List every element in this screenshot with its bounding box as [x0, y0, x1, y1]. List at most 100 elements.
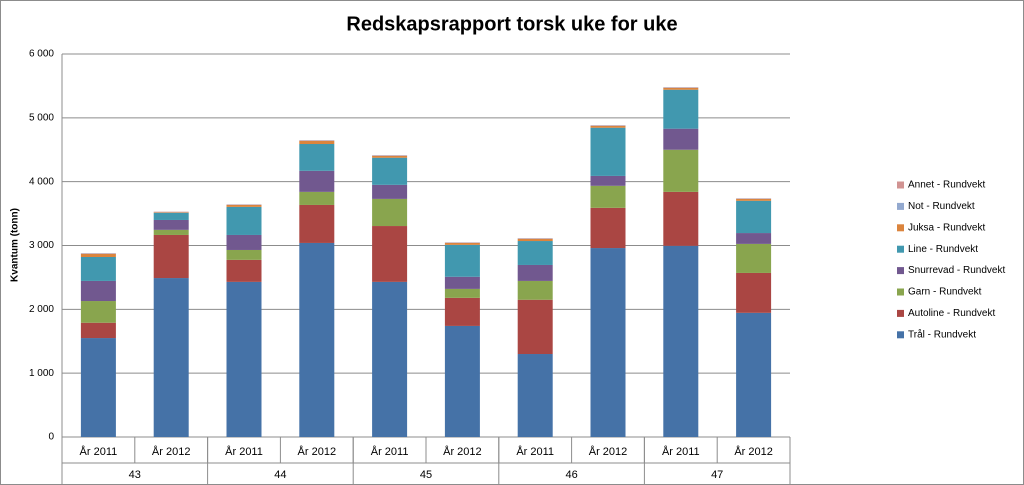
legend-label: Line - Rundvekt [908, 244, 978, 255]
x-tick-label: År 2012 [589, 445, 628, 458]
bar-segment [80, 256, 116, 281]
bar-segment [299, 191, 335, 205]
bar-segment [226, 249, 262, 260]
group-label: 46 [565, 469, 577, 481]
bar-segment [663, 128, 699, 150]
bar-segment [372, 198, 408, 227]
legend-swatch [897, 288, 904, 296]
bar-segment [663, 89, 699, 129]
bar-segment [517, 280, 553, 300]
bar-segment [299, 170, 335, 192]
bar-segment [372, 184, 408, 199]
bar-segment [226, 234, 262, 250]
legend-swatch [897, 181, 904, 189]
bar-segment [590, 207, 626, 249]
group-label: 47 [711, 469, 723, 481]
y-tick-label: 0 [48, 432, 54, 443]
bar-segment [444, 276, 480, 289]
x-tick-label: År 2012 [298, 445, 337, 458]
bar-segment [299, 140, 335, 145]
bar-segment [226, 281, 262, 437]
bar-segment [663, 245, 699, 437]
group-label: 43 [129, 469, 141, 481]
bar-segment [736, 200, 772, 234]
bar-segment [80, 338, 116, 437]
x-tick-label: År 2011 [516, 445, 554, 458]
legend-label: Annet - Rundvekt [908, 180, 985, 191]
legend-label: Not - Rundvekt [908, 201, 975, 212]
legend-swatch [897, 267, 904, 275]
legend-swatch [897, 224, 904, 232]
x-tick-label: År 2011 [662, 445, 700, 458]
bar-segment [153, 229, 189, 235]
bar-segment [736, 272, 772, 313]
bar-segment [590, 175, 626, 186]
legend-swatch [897, 331, 904, 339]
bar-segment [736, 312, 772, 437]
legend-swatch [897, 245, 904, 253]
y-tick-label: 6 000 [29, 49, 54, 60]
bar-segment [517, 238, 553, 242]
legend-label: Snurrevad - Rundvekt [908, 265, 1005, 276]
y-tick-label: 1 000 [29, 368, 54, 379]
group-label: 44 [274, 469, 286, 481]
bar-segment [153, 212, 189, 220]
legend-label: Trål - Rundvekt [908, 328, 976, 340]
legend-swatch [897, 309, 904, 317]
y-tick-label: 3 000 [29, 240, 54, 251]
legend-label: Garn - Rundvekt [908, 287, 982, 298]
bar-segment [299, 242, 335, 437]
group-label: 45 [420, 469, 432, 481]
y-tick-label: 4 000 [29, 176, 54, 187]
x-tick-label: År 2012 [152, 445, 191, 458]
bar-segment [590, 127, 626, 176]
bar-segment [590, 125, 626, 128]
bar-segment [226, 259, 262, 282]
bar-segment [517, 241, 553, 265]
bar-segment [517, 264, 553, 281]
bar-segment [444, 325, 480, 437]
bar-segment [663, 87, 699, 90]
bar-segment [80, 253, 116, 257]
y-axis-label: Kvantum (tonn) [10, 208, 21, 282]
bar-segment [226, 204, 262, 207]
bar-segment [372, 155, 408, 158]
bar-segment [590, 185, 626, 208]
x-tick-label: År 2011 [225, 445, 263, 458]
bar-segment [736, 243, 772, 273]
bar-segment [153, 219, 189, 230]
bar-segment [736, 198, 772, 201]
bar-segment [444, 288, 480, 298]
bar-segment [80, 322, 116, 339]
y-tick-label: 5 000 [29, 112, 54, 123]
legend-label: Juksa - Rundvekt [908, 222, 985, 233]
legend-swatch [897, 202, 904, 210]
bar-segment [80, 280, 116, 302]
bar-segment [372, 281, 408, 437]
bar-segment [663, 191, 699, 246]
x-tick-label: År 2011 [80, 445, 118, 458]
bar-segment [663, 149, 699, 192]
bar-segment [372, 157, 408, 185]
bar-segment [517, 299, 553, 355]
bar-segment [517, 354, 553, 437]
bar-segment [736, 233, 772, 244]
bar-segment [226, 206, 262, 235]
bar-segment [444, 244, 480, 277]
bar-segment [80, 301, 116, 323]
bar-segment [372, 226, 408, 282]
bar-segment [299, 204, 335, 243]
x-tick-label: År 2012 [734, 445, 773, 458]
bar-segment [444, 297, 480, 326]
legend-label: Autoline - Rundvekt [908, 308, 995, 319]
bar-segment [444, 242, 480, 245]
bar-segment [590, 248, 626, 437]
bar-segment [153, 278, 189, 437]
x-tick-label: År 2012 [443, 445, 482, 458]
bar-segment [153, 234, 189, 279]
chart-title: Redskapsrapport torsk uke for uke [346, 13, 677, 35]
x-tick-label: År 2011 [371, 445, 409, 458]
bar-segment [153, 212, 189, 213]
bar-segment [299, 144, 335, 171]
